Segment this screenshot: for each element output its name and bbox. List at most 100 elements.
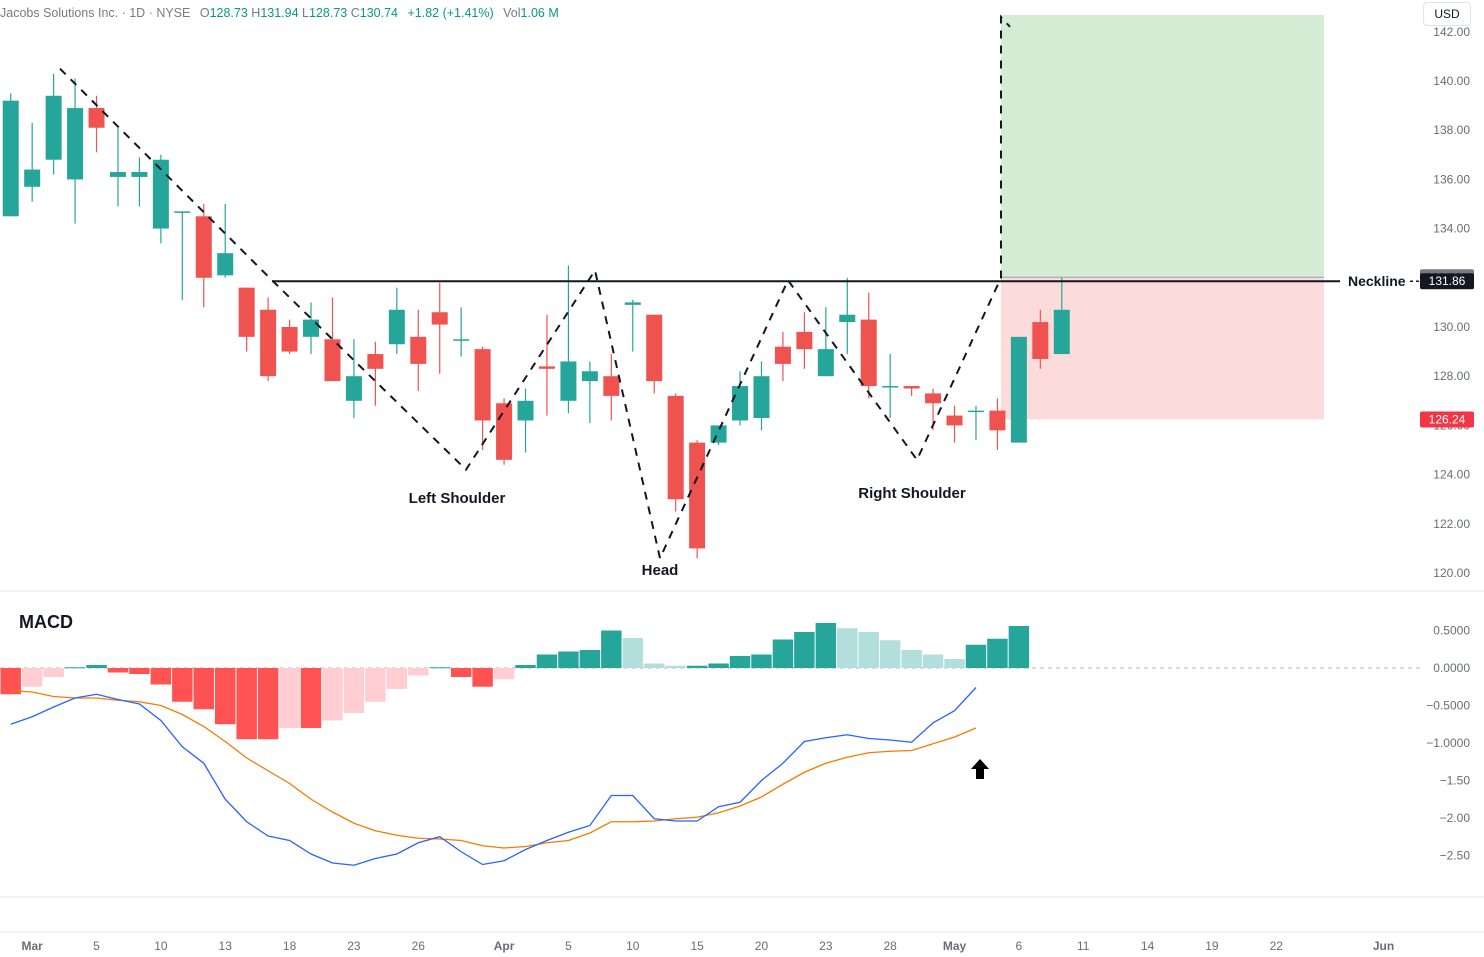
macd-hist-bar	[794, 632, 815, 668]
price-tick-label: 120.00	[1433, 566, 1470, 580]
macd-hist-bar	[729, 656, 751, 668]
macd-hist-bar	[1008, 626, 1030, 668]
time-tick-label: 22	[1270, 939, 1284, 953]
macd-hist-bar	[644, 663, 665, 668]
candle-body	[967, 410, 984, 413]
candle-body	[689, 442, 706, 549]
currency-button[interactable]: USD	[1423, 2, 1471, 26]
macd-hist-bar	[236, 668, 257, 740]
target-zone	[1001, 15, 1324, 278]
candle-body	[946, 415, 963, 426]
time-tick-label: 10	[626, 939, 640, 953]
high-value: 131.94	[260, 6, 299, 20]
time-tick-label: 5	[93, 939, 100, 953]
macd-hist-bar	[987, 638, 1008, 668]
candle-body	[989, 410, 1006, 431]
macd-hist-bar	[43, 668, 64, 677]
time-tick-label: 5	[565, 939, 572, 953]
macd-hist-bar	[772, 639, 794, 668]
time-axis: Mar 5 10 13 18 23 26 Apr 5 10 15 20 23 28 May 6 11 14 19 22…	[22, 939, 1395, 953]
price-badge-stop-bg	[1420, 411, 1474, 428]
open-label: O	[199, 6, 210, 20]
candle-body	[345, 376, 362, 401]
volume-label: Vol	[503, 6, 521, 20]
price-tick-label: 138.00	[1433, 123, 1470, 137]
time-tick-label: Mar	[22, 939, 44, 953]
candle-body	[774, 346, 791, 364]
candle-body	[2, 100, 19, 217]
candle-body	[109, 172, 126, 177]
high-label: H	[251, 6, 261, 20]
candle-body	[538, 366, 555, 369]
macd-tick-label: −2.00	[1440, 811, 1471, 825]
macd-hist-bar	[815, 623, 837, 668]
candle-body	[860, 319, 877, 387]
macd-hist-bar	[64, 667, 86, 669]
change-value: +1.82 (+1.41%)	[407, 6, 494, 20]
macd-hist-bar	[622, 638, 643, 668]
candle-body	[474, 349, 491, 421]
candle-body	[903, 386, 920, 389]
pattern-zigzag-line	[59, 14, 1011, 562]
candle-body	[882, 386, 899, 388]
candle-body	[667, 395, 684, 500]
candle-body	[1010, 336, 1027, 443]
low-value: 128.73	[309, 6, 348, 20]
candle-body	[152, 159, 169, 229]
time-tick-label: 18	[283, 939, 297, 953]
macd-hist-bar	[601, 630, 622, 668]
macd-hist-bar	[429, 667, 450, 669]
macd-hist-bar	[965, 644, 987, 668]
macd-tick-label: 0.5000	[1433, 624, 1470, 638]
macd-hist-bar	[579, 650, 601, 668]
macd-tick-label: −1.50	[1440, 774, 1471, 788]
candle-body	[624, 302, 641, 305]
stop-zone	[1001, 277, 1324, 420]
candle-body	[410, 336, 427, 364]
candle-body	[174, 211, 191, 213]
candle-body	[88, 108, 105, 128]
macd-axis: 0.5000 0.0000 −0.5000 −1.0000 −1.50 −2.00 −2.5…	[1426, 624, 1470, 863]
macd-hist-bar	[150, 668, 172, 685]
macd-hist-bar	[322, 668, 343, 721]
macd-hist-bar	[257, 668, 279, 740]
macd-hist-bar	[279, 668, 300, 728]
time-tick-label: 28	[883, 939, 897, 953]
macd-hist-bar	[837, 628, 858, 668]
macd-hist-bar	[536, 654, 558, 668]
candle-body	[646, 314, 663, 382]
close-label: C	[350, 6, 360, 20]
symbol-header: Jacobs Solutions Inc. · 1D · NYSE O128.7…	[0, 6, 559, 20]
time-tick-label: May	[943, 939, 967, 953]
macd-hist-bar	[343, 668, 365, 713]
candle-body	[839, 314, 856, 323]
candle-body	[281, 327, 298, 352]
up-arrow-icon	[971, 759, 989, 779]
low-label: L	[302, 6, 309, 20]
macd-hist-bar	[665, 665, 686, 668]
time-tick-label: 6	[1016, 939, 1023, 953]
macd-hist-bar	[558, 651, 579, 668]
price-tick-label: 128.00	[1433, 369, 1470, 383]
time-tick-label: 19	[1205, 939, 1219, 953]
price-axis: 142.00140.00138.00136.00134.00132.00130.…	[1433, 25, 1470, 580]
macd-hist-bar	[515, 665, 536, 668]
macd-hist-bar	[493, 668, 515, 680]
time-tick-label: 23	[347, 939, 361, 953]
price-badge-neckline: 131.86	[1429, 274, 1466, 288]
price-badge-stop: 126.24	[1429, 412, 1466, 426]
macd-hist-bar	[172, 668, 193, 702]
macd-tick-label: 0.0000	[1433, 661, 1470, 675]
macd-histogram	[0, 623, 1030, 740]
macd-hist-bar	[944, 659, 965, 668]
macd-tick-label: −0.5000	[1426, 699, 1470, 713]
macd-hist-bar	[300, 668, 322, 728]
left-shoulder-label: Left Shoulder	[409, 490, 506, 507]
candle-body	[217, 253, 234, 276]
macd-hist-bar	[751, 654, 772, 668]
macd-hist-bar	[86, 665, 107, 668]
time-tick-label: 13	[219, 939, 233, 953]
macd-hist-bar	[686, 665, 708, 668]
candle-body	[131, 172, 148, 177]
